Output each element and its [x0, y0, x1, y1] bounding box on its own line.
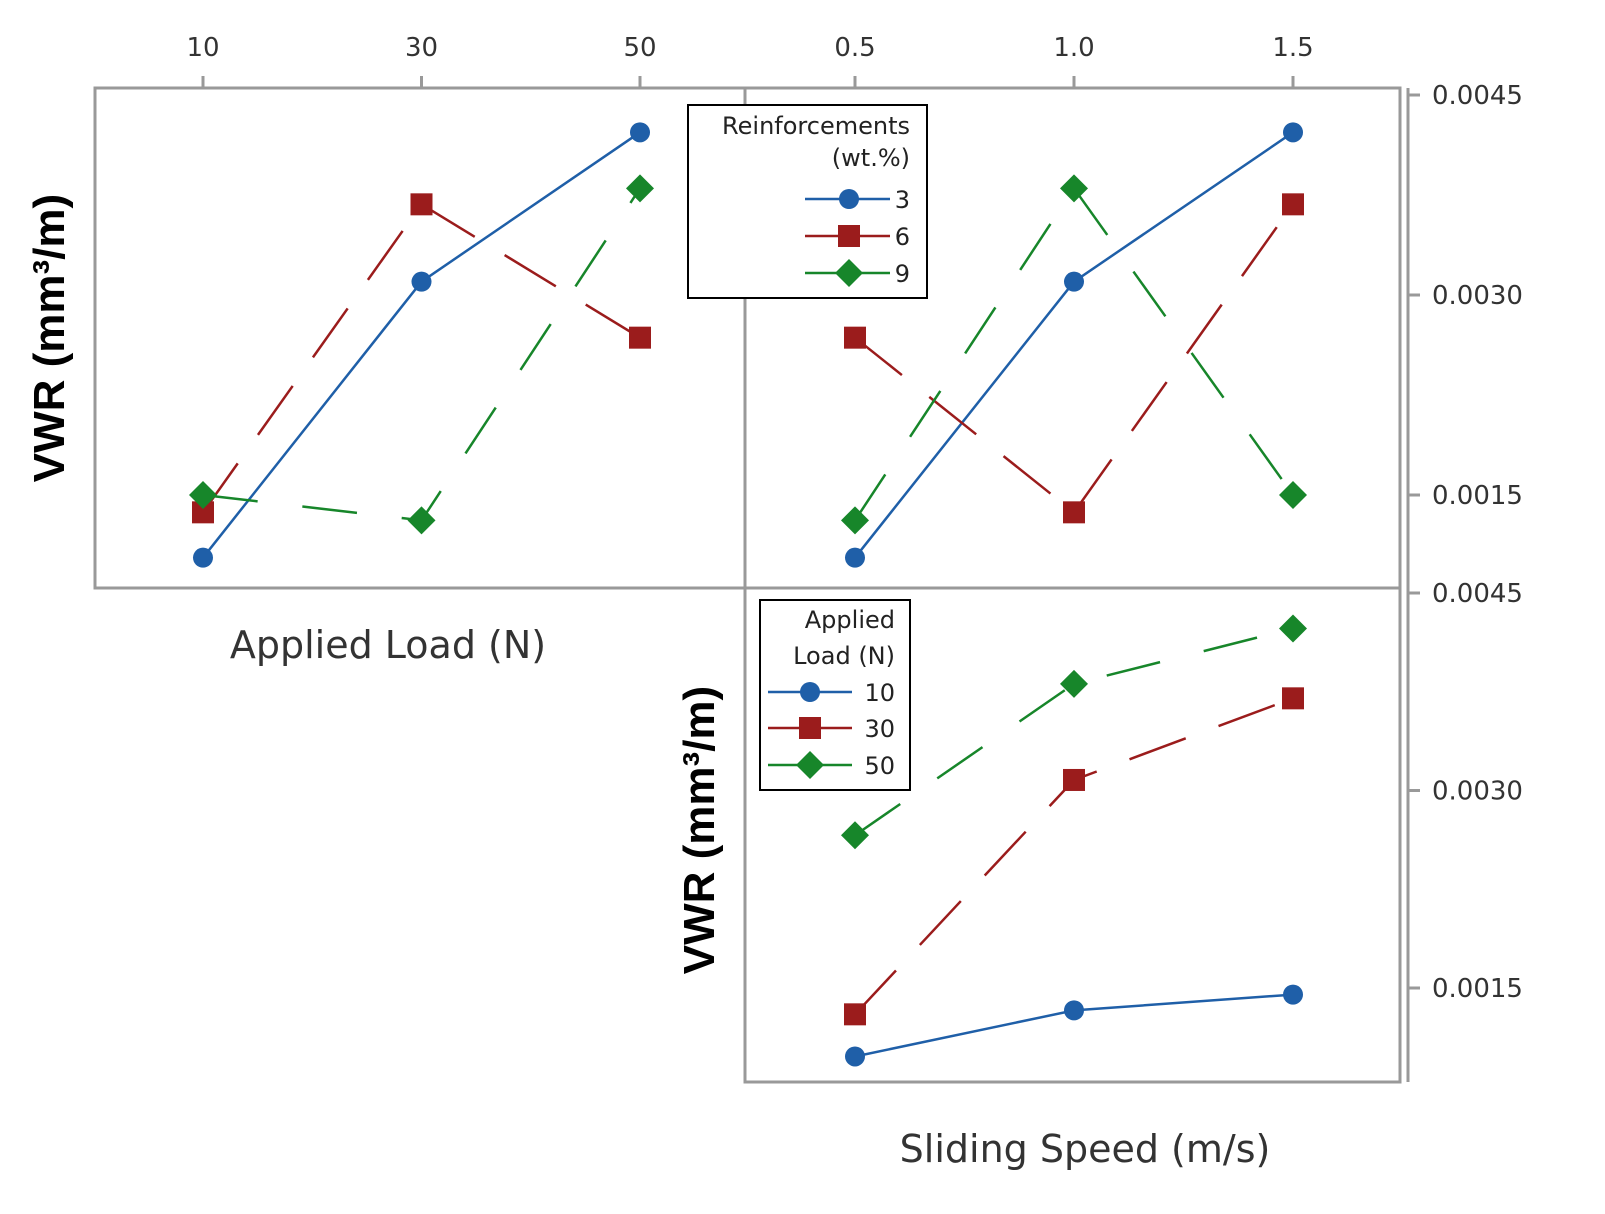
legend-label-6: 6	[895, 223, 910, 251]
marker-circle	[845, 547, 865, 568]
series-line-50	[854, 627, 1294, 837]
marker-square	[1063, 768, 1085, 791]
marker-circle	[845, 1046, 865, 1067]
y-axis-label-bottom: VWR (mm³/m)	[675, 686, 724, 974]
legend-applied-load: Applied Load (N) 10 30 50	[759, 599, 911, 791]
marker-diamond	[835, 259, 863, 287]
y-tick-label: 0.0030	[1432, 281, 1523, 311]
x-tick-label: 1.0	[1053, 33, 1094, 63]
marker-diamond	[1279, 481, 1307, 509]
series-line-30	[854, 697, 1294, 1016]
marker-square	[1282, 687, 1304, 710]
series-line-9	[853, 186, 1295, 522]
marker-circle	[411, 271, 432, 292]
marker-circle	[839, 189, 859, 209]
marker-circle	[800, 682, 820, 702]
x-tick-label: 1.5	[1272, 33, 1313, 63]
chart-marks	[189, 122, 1307, 1067]
marker-diamond	[1279, 614, 1307, 643]
marker-circle	[1064, 271, 1084, 292]
marker-circle	[630, 122, 650, 143]
legend-label-30: 30	[864, 715, 895, 743]
series-line-6	[201, 202, 641, 514]
legend-title-line1: Applied	[805, 606, 895, 634]
y-tick-label: 0.0030	[1432, 777, 1523, 807]
legend-label-9: 9	[895, 260, 910, 288]
x-axis-label-sliding-speed: Sliding Speed (m/s)	[900, 1127, 1271, 1171]
marker-square	[799, 717, 821, 739]
marker-square	[629, 326, 651, 349]
marker-circle	[193, 547, 213, 568]
marker-diamond	[1060, 174, 1088, 203]
legend-title-line1: Reinforcements	[722, 112, 910, 140]
series-line-9	[202, 187, 642, 522]
legend-label-50: 50	[864, 752, 895, 780]
y-tick-label: 0.0045	[1432, 81, 1523, 111]
marker-diamond	[841, 506, 869, 535]
panel-frame	[743, 586, 1402, 1084]
marker-square	[838, 225, 860, 247]
legend-title-line2: Load (N)	[793, 642, 895, 670]
x-tick-label: 0.5	[834, 33, 875, 63]
marker-square	[1282, 193, 1304, 216]
y-axis-label-top: VWR (mm³/m)	[25, 194, 74, 482]
y-tick-label: 0.0045	[1432, 579, 1523, 609]
legend-label-3: 3	[895, 186, 910, 214]
marker-diamond	[1060, 669, 1088, 698]
marker-square	[410, 193, 433, 216]
legend-reinforcements: Reinforcements (wt.%) 3 6 9	[687, 104, 928, 299]
x-axis-label-applied-load: Applied Load (N)	[230, 623, 546, 667]
marker-circle	[1064, 1000, 1084, 1021]
marker-square	[844, 1003, 866, 1026]
x-tick-label: 50	[623, 33, 656, 63]
marker-diamond	[407, 506, 436, 535]
marker-diamond	[189, 481, 217, 509]
marker-diamond	[841, 821, 869, 850]
y-tick-label: 0.0015	[1432, 481, 1523, 511]
legend-label-10: 10	[864, 679, 895, 707]
marker-circle	[1283, 122, 1303, 143]
marker-square	[844, 326, 866, 349]
y-tick-label: 0.0015	[1432, 974, 1523, 1004]
marker-diamond	[626, 174, 654, 203]
x-tick-label: 30	[405, 33, 438, 63]
x-tick-label: 10	[186, 33, 219, 63]
marker-square	[1063, 501, 1085, 524]
legend-title-line2: (wt.%)	[832, 144, 910, 172]
marker-diamond	[796, 751, 824, 779]
marker-circle	[1283, 984, 1303, 1005]
series-line-6	[854, 203, 1295, 515]
marker-square	[192, 501, 214, 524]
